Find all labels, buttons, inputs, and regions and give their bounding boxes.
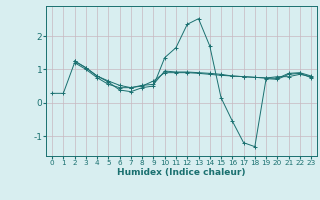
X-axis label: Humidex (Indice chaleur): Humidex (Indice chaleur) xyxy=(117,168,246,177)
